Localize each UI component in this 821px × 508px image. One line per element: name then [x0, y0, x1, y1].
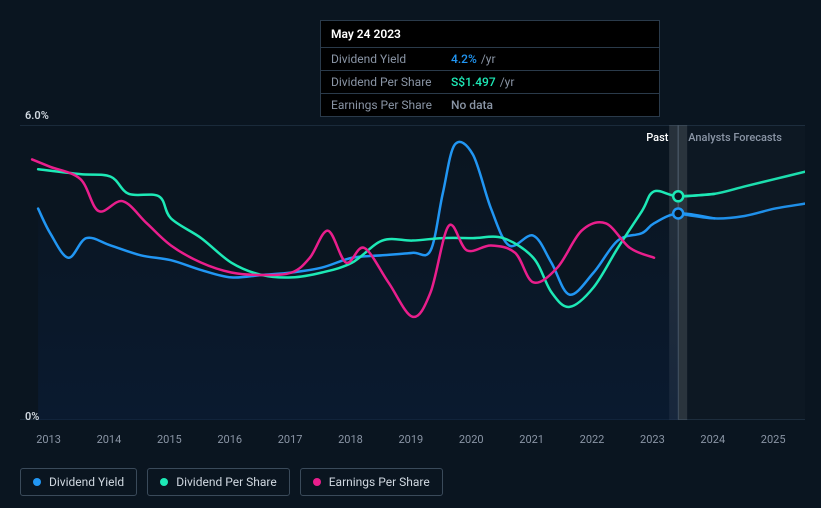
legend: Dividend Yield Dividend Per Share Earnings…	[20, 468, 443, 496]
tooltip-row-label: Earnings Per Share	[331, 98, 451, 112]
hover-tooltip: May 24 2023 Dividend Yield4.2%/yrDividen…	[320, 20, 660, 117]
legend-label: Dividend Per Share	[176, 475, 277, 489]
tooltip-row-suffix: /yr	[500, 75, 515, 89]
tooltip-row-label: Dividend Yield	[331, 52, 451, 66]
legend-dot-icon	[33, 478, 41, 486]
tooltip-row-value: S$1.497	[451, 75, 496, 89]
line-chart-svg	[20, 125, 805, 420]
x-axis-year: 2023	[640, 433, 665, 446]
y-axis-label: 6.0%	[25, 109, 49, 122]
tooltip-row-suffix: /yr	[481, 52, 496, 66]
legend-dot-icon	[160, 478, 168, 486]
legend-label: Earnings Per Share	[329, 475, 430, 489]
x-axis-year: 2014	[97, 433, 122, 446]
tooltip-row: Earnings Per ShareNo data	[321, 93, 659, 116]
past-label: Past	[646, 131, 668, 144]
forecast-label: Analysts Forecasts	[688, 131, 782, 144]
tooltip-row: Dividend Per ShareS$1.497/yr	[321, 70, 659, 93]
x-axis-year: 2017	[278, 433, 303, 446]
x-axis-year: 2022	[580, 433, 605, 446]
x-axis-year: 2021	[519, 433, 544, 446]
x-axis-year: 2016	[217, 433, 242, 446]
x-axis-year: 2013	[36, 433, 61, 446]
tooltip-row-value: 4.2%	[451, 52, 477, 66]
x-axis-year: 2019	[399, 433, 424, 446]
legend-label: Dividend Yield	[49, 475, 124, 489]
tooltip-row: Dividend Yield4.2% /yr	[321, 47, 659, 70]
x-axis-year: 2018	[338, 433, 363, 446]
tooltip-row-value: No data	[451, 98, 493, 112]
legend-item[interactable]: Dividend Yield	[20, 468, 137, 496]
x-axis-year: 2015	[157, 433, 182, 446]
tooltip-date: May 24 2023	[321, 21, 659, 47]
x-axis-year: 2024	[700, 433, 725, 446]
legend-item[interactable]: Dividend Per Share	[147, 468, 290, 496]
x-axis-year: 2020	[459, 433, 484, 446]
y-axis-label: 0%	[25, 410, 39, 423]
legend-item[interactable]: Earnings Per Share	[300, 468, 443, 496]
chart-area[interactable]	[20, 125, 805, 420]
x-axis-year: 2025	[761, 433, 786, 446]
tooltip-row-label: Dividend Per Share	[331, 75, 451, 89]
legend-dot-icon	[313, 478, 321, 486]
